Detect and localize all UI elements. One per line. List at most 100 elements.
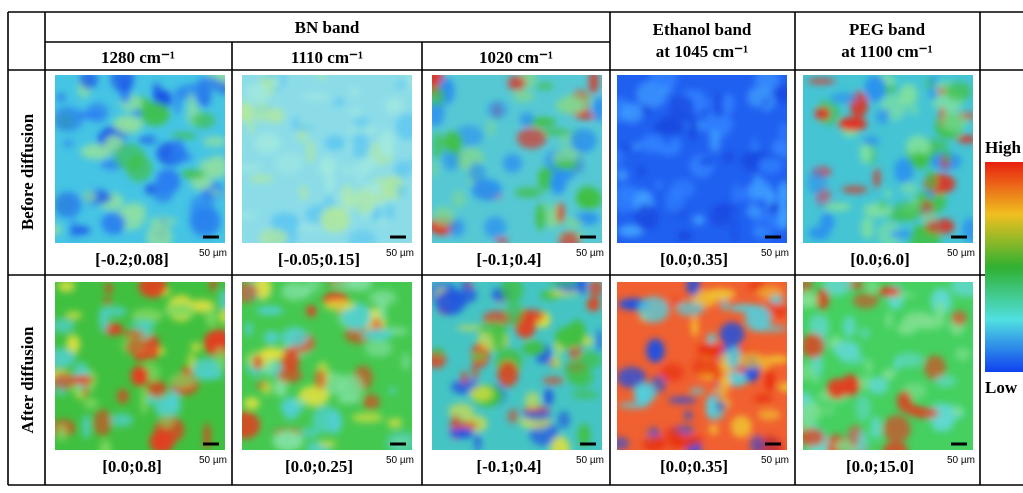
- map-blob: [242, 411, 261, 439]
- map-blob: [859, 327, 870, 339]
- map-blob: [306, 139, 315, 165]
- map-texture: [617, 282, 787, 450]
- map-blob: [362, 394, 380, 410]
- map-blob: [432, 160, 438, 178]
- map-blob: [140, 387, 149, 415]
- map-blob: [563, 358, 590, 384]
- map-blob: [945, 82, 972, 101]
- map-blob: [803, 401, 823, 423]
- map-blob: [925, 218, 956, 235]
- map-blob: [103, 297, 112, 304]
- map-blob: [552, 354, 561, 369]
- map-blob: [554, 326, 580, 349]
- map-blob: [474, 433, 481, 450]
- map-blob: [117, 388, 129, 404]
- map-blob: [514, 187, 543, 198]
- map-blob: [757, 409, 781, 421]
- map-blob: [556, 202, 565, 224]
- map-texture: [803, 282, 973, 450]
- map-blob: [896, 390, 912, 412]
- map-blob: [757, 156, 783, 174]
- map-blob: [327, 409, 343, 434]
- map-blob: [93, 409, 112, 437]
- map-blob: [689, 154, 714, 178]
- map-blob: [65, 311, 83, 320]
- scale-bar-label: 50 µm: [386, 248, 414, 259]
- raman-map: [617, 75, 787, 243]
- range-label: [0.0;0.25]: [285, 457, 353, 476]
- table-lines: [7, 11, 1023, 486]
- map-blob: [140, 101, 170, 126]
- map-blob: [337, 374, 363, 402]
- map-blob: [705, 288, 736, 301]
- map-texture: [242, 75, 412, 243]
- map-blob: [670, 179, 696, 199]
- map-blob: [896, 322, 917, 335]
- map-blob: [281, 326, 309, 347]
- map-blob: [925, 169, 938, 192]
- map-blob: [681, 435, 704, 446]
- map-blob: [543, 388, 554, 407]
- raman-map: [803, 282, 973, 450]
- range-label: [-0.1;0.4]: [476, 250, 541, 269]
- map-blob: [263, 331, 281, 344]
- map-blob: [632, 143, 641, 150]
- map-blob: [348, 229, 377, 243]
- map-blob: [435, 289, 466, 315]
- map-blob: [70, 375, 94, 385]
- range-label: [-0.2;0.08]: [95, 250, 169, 269]
- map-blob: [719, 375, 731, 388]
- map-blob: [101, 212, 126, 235]
- map-blob: [688, 116, 699, 141]
- map-blob: [110, 75, 135, 92]
- map-blob: [344, 325, 372, 344]
- map-blob: [860, 216, 874, 240]
- map-blob: [180, 169, 206, 179]
- map-blob: [297, 224, 324, 231]
- map-blob: [955, 347, 971, 362]
- map-blob: [820, 213, 835, 231]
- map-blob: [172, 139, 184, 153]
- map-blob: [144, 334, 161, 360]
- scale-bar-label: 50 µm: [576, 455, 604, 466]
- map-blob: [469, 385, 494, 402]
- scale-bar-label: 50 µm: [199, 248, 227, 259]
- map-blob: [122, 330, 145, 338]
- map-blob: [365, 339, 393, 357]
- map-blob: [209, 282, 217, 293]
- map-blob: [55, 191, 82, 218]
- map-blob: [722, 151, 735, 164]
- map-blob: [747, 86, 766, 108]
- map-blob: [899, 83, 918, 107]
- map-blob: [100, 306, 128, 317]
- map-blob: [348, 107, 362, 117]
- map-blob: [442, 148, 461, 171]
- row-label: After diffusion: [18, 326, 37, 433]
- map-blob: [864, 75, 887, 103]
- map-blob: [876, 108, 890, 125]
- map-blob: [895, 352, 924, 368]
- map-blob: [769, 295, 784, 304]
- map-blob: [448, 217, 465, 237]
- map-blob: [768, 202, 780, 216]
- map-blob: [505, 300, 524, 327]
- map-blob: [646, 338, 665, 363]
- map-blob: [497, 360, 519, 388]
- map-blob: [669, 94, 695, 123]
- map-blob: [583, 336, 593, 347]
- map-blob: [882, 368, 896, 380]
- map-blob: [318, 440, 337, 448]
- map-blob: [541, 128, 570, 136]
- map-blob: [244, 322, 253, 337]
- map-blob: [712, 92, 726, 118]
- map-blob: [686, 282, 700, 297]
- map-blob: [934, 375, 957, 387]
- map-blob: [670, 137, 681, 149]
- map-blob: [550, 435, 571, 450]
- map-blob: [765, 355, 787, 364]
- raman-map: [55, 75, 225, 243]
- map-blob: [830, 92, 859, 104]
- map-blob: [383, 202, 395, 221]
- map-blob: [292, 399, 309, 406]
